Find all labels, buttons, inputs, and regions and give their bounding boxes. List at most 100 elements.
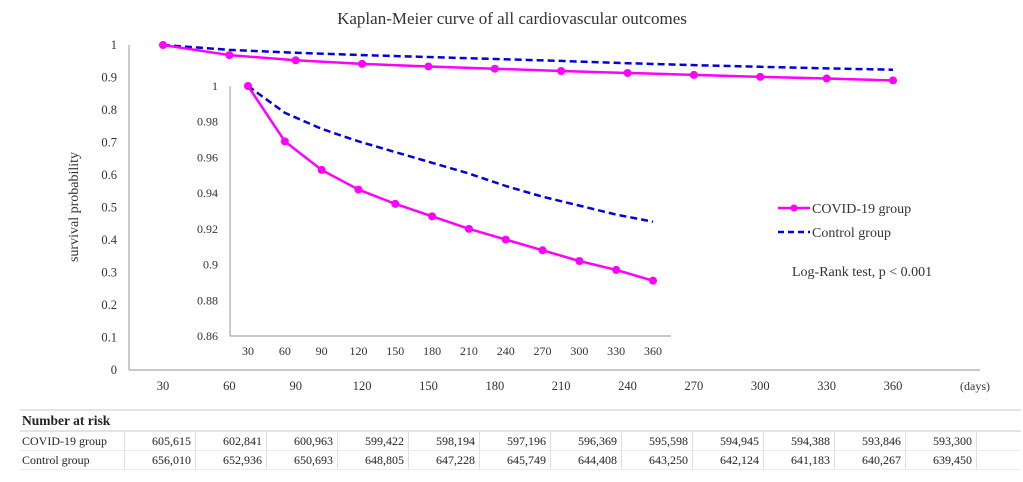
risk-cell: 594,945 bbox=[692, 431, 764, 451]
inset-data-point-covid-19-group bbox=[575, 257, 584, 265]
risk-cell: 652,936 bbox=[195, 450, 267, 470]
empty-cell bbox=[976, 431, 1021, 451]
main-series-line-control-group bbox=[162, 43, 894, 71]
legend-item-covid: COVID-19 group bbox=[778, 202, 911, 217]
risk-cell: 600,963 bbox=[266, 431, 338, 451]
inset-x-tick-label: 210 bbox=[460, 344, 478, 358]
inset-data-point-covid-19-group bbox=[391, 199, 400, 208]
risk-cell: 645,749 bbox=[479, 450, 551, 470]
number-at-risk-table: Number at risk COVID-19 group 605,615 60… bbox=[20, 409, 1021, 470]
risk-cell: 596,369 bbox=[550, 431, 622, 451]
main-x-tick-label: 90 bbox=[289, 379, 302, 393]
main-x-tick-label: 30 bbox=[157, 379, 170, 393]
kaplan-meier-chart: Kaplan-Meier curve of all cardiovascular… bbox=[67, 9, 990, 393]
inset-y-tick-label: 0.86 bbox=[197, 329, 218, 343]
legend-covid-label: COVID-19 group bbox=[812, 202, 911, 217]
main-x-tick-label: 120 bbox=[353, 379, 372, 393]
x-axis-unit-label: (days) bbox=[960, 379, 990, 393]
inset-data-point-covid-19-group bbox=[464, 224, 473, 233]
main-data-point-covid-19-group bbox=[358, 59, 367, 68]
main-y-tick-label: 0.1 bbox=[101, 331, 117, 345]
main-y-tick-label: 0.6 bbox=[101, 168, 117, 182]
risk-cell: 594,388 bbox=[763, 431, 835, 451]
risk-cell: 656,010 bbox=[124, 450, 196, 470]
row-label: COVID-19 group bbox=[20, 431, 125, 451]
inset-data-point-covid-19-group bbox=[280, 137, 289, 146]
main-y-tick-label: 0 bbox=[111, 363, 117, 377]
inset-y-tick-label: 0.98 bbox=[197, 115, 218, 129]
inset-x-tick-label: 180 bbox=[423, 344, 441, 358]
risk-table-row-covid: COVID-19 group 605,615 602,841 600,963 5… bbox=[20, 431, 1021, 451]
main-y-tick-label: 1 bbox=[111, 38, 117, 52]
main-y-tick-label: 0.4 bbox=[101, 233, 117, 247]
risk-cell: 602,841 bbox=[195, 431, 267, 451]
risk-cell: 599,422 bbox=[337, 431, 409, 451]
inset-x-tick-label: 90 bbox=[316, 344, 328, 358]
inset-x-tick-label: 30 bbox=[242, 344, 254, 358]
row-label: Control group bbox=[20, 450, 125, 470]
risk-cell: 598,194 bbox=[408, 431, 480, 451]
main-data-point-covid-19-group bbox=[291, 56, 300, 65]
main-data-point-covid-19-group bbox=[424, 62, 433, 71]
inset-x-tick-label: 300 bbox=[570, 344, 588, 358]
inset-y-tick-label: 0.9 bbox=[203, 258, 218, 272]
legend-item-control: Control group bbox=[778, 226, 891, 241]
inset-x-tick-label: 60 bbox=[279, 344, 291, 358]
inset-data-point-covid-19-group bbox=[501, 235, 510, 244]
main-x-tick-label: 240 bbox=[618, 379, 637, 393]
inset-data-point-covid-19-group bbox=[317, 165, 326, 174]
legend-covid-marker bbox=[790, 204, 798, 212]
risk-cell: 642,124 bbox=[692, 450, 764, 470]
inset-x-tick-label: 270 bbox=[534, 344, 552, 358]
inset-data-point-covid-19-group bbox=[428, 212, 437, 221]
risk-cell: 593,300 bbox=[905, 431, 977, 451]
main-y-tick-label: 0.9 bbox=[101, 71, 117, 85]
main-y-tick-label: 0.2 bbox=[101, 298, 117, 312]
risk-table-row-control: Control group 656,010 652,936 650,693 64… bbox=[20, 450, 1021, 470]
log-rank-annotation: Log-Rank test, p < 0.001 bbox=[792, 265, 932, 280]
main-x-tick-label: 270 bbox=[685, 379, 704, 393]
main-y-tick-label: 0.3 bbox=[101, 266, 117, 280]
inset-data-point-covid-19-group bbox=[244, 82, 252, 90]
chart-title: Kaplan-Meier curve of all cardiovascular… bbox=[337, 9, 687, 28]
risk-cell: 639,450 bbox=[905, 450, 977, 470]
main-x-tick-label: 210 bbox=[552, 379, 571, 393]
inset-data-point-covid-19-group bbox=[612, 265, 621, 274]
risk-table-header: Number at risk bbox=[20, 409, 1021, 432]
risk-cell: 597,196 bbox=[479, 431, 551, 451]
main-data-point-covid-19-group bbox=[756, 72, 765, 81]
inset-x-tick-label: 240 bbox=[497, 344, 515, 358]
inset-x-tick-label: 360 bbox=[644, 344, 662, 358]
legend: COVID-19 group Control group bbox=[778, 202, 911, 241]
inset-x-tick-label: 150 bbox=[386, 344, 404, 358]
risk-cell: 641,183 bbox=[763, 450, 835, 470]
inset-series-line-control-group bbox=[247, 84, 654, 223]
main-series-line-covid-19-group bbox=[162, 43, 894, 82]
main-x-tick-label: 180 bbox=[485, 379, 504, 393]
main-x-tick-label: 60 bbox=[223, 379, 236, 393]
main-data-point-covid-19-group bbox=[623, 68, 632, 77]
risk-table-title: Number at risk bbox=[20, 409, 1021, 432]
inset-plot-area bbox=[244, 82, 657, 285]
inset-series-line-covid-19-group bbox=[246, 85, 654, 282]
risk-cell: 647,228 bbox=[408, 450, 480, 470]
y-axis-label: survival probability bbox=[67, 152, 82, 262]
main-x-tick-label: 360 bbox=[884, 379, 903, 393]
inset-data-point-covid-19-group bbox=[649, 276, 657, 285]
risk-cell: 595,598 bbox=[621, 431, 693, 451]
empty-cell bbox=[976, 450, 1021, 470]
risk-cell: 605,615 bbox=[124, 431, 196, 451]
main-x-tick-label: 150 bbox=[419, 379, 438, 393]
inset-y-tick-label: 0.94 bbox=[197, 186, 218, 200]
main-x-tick-label: 300 bbox=[751, 379, 770, 393]
legend-control-label: Control group bbox=[812, 226, 891, 241]
main-y-tick-label: 0.7 bbox=[101, 136, 117, 150]
main-data-point-covid-19-group bbox=[225, 51, 234, 60]
main-data-point-covid-19-group bbox=[822, 74, 831, 83]
main-axes: 0 0.1 0.2 0.3 0.4 0.5 0.6 0.7 0.8 0.9 1 30 60 90 120 15… bbox=[101, 38, 980, 393]
risk-cell: 644,408 bbox=[550, 450, 622, 470]
risk-cell: 643,250 bbox=[621, 450, 693, 470]
risk-cell: 648,805 bbox=[337, 450, 409, 470]
main-data-point-covid-19-group bbox=[159, 41, 167, 49]
inset-y-tick-label: 0.88 bbox=[197, 293, 218, 307]
